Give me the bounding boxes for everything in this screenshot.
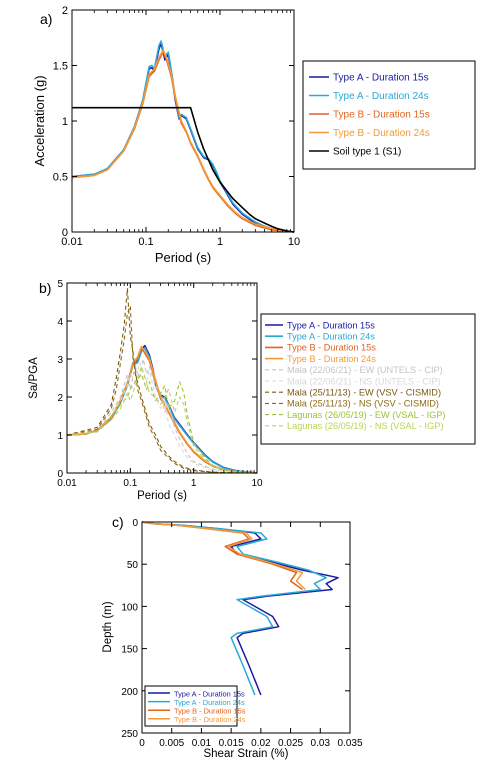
panel-a-x-tick-label: 10 [288,236,300,248]
panel-b-series-line-3 [66,345,258,474]
panel-b-legend-entry: Mala (22/06/21) - NS (UNTELS - CIP) [287,376,441,386]
panel-a-series-line-2 [71,51,295,233]
panel-c-plot-lines [141,521,339,696]
panel-a-legend-box [302,60,476,170]
panel-a-label: a) [40,11,52,27]
panel-c-y-tick-label: 150 [121,645,138,656]
panel-b-legend: Type A - Duration 15s Type A - Duration 2… [260,313,476,445]
panel-c-legend-entry: Type B - Duration 24s [174,715,246,724]
panel-b-legend-entry: Type A - Duration 24s [287,332,375,342]
panel-b-series-line-9 [66,366,258,474]
panel-c-x-tick-label: 0.03 [311,738,331,749]
panel-b-label: b) [39,280,51,296]
panel-c-y-tick-label: 0 [132,518,138,529]
panel-c-legend-entry: Type B - Duration 15s [174,707,246,716]
panel-b-legend-entry: Type B - Duration 24s [287,354,376,364]
panel-b-legend-entry: Lagunas (26/05/19) - NS (VSAL - IGP) [287,421,443,431]
panel-c-x-tick-label: 0.015 [219,738,244,749]
panel-c-y-tick-label: 250 [121,729,138,740]
panel-c-legend-entry: Type A - Duration 24s [174,698,245,707]
panel-a-legend-entry: Type B - Duration 24s [333,128,430,139]
panel-b-plot-frame [66,282,258,474]
panel-a-series-line-1 [71,40,295,233]
panel-b-y-tick-label: 2 [57,393,63,404]
panel-c-label: c) [112,514,124,530]
panel-a-x-tick-label: 0.1 [138,236,153,248]
panel-c-y-axis-title: Depth (m) [102,601,114,652]
panel-c-x-tick-label: 0.02 [251,738,271,749]
panel-c-x-tick-label: 0.005 [159,738,184,749]
panel-b-legend-entry: Type B - Duration 15s [287,343,376,353]
panel-c-series-line-3 [141,521,306,591]
panel-b-series-line-5 [66,362,258,474]
panel-a-legend-entry: Type A - Duration 15s [333,72,429,83]
panel-c-x-tick-label: 0.01 [192,738,212,749]
panel-b-y-tick-label: 5 [57,279,63,290]
panel-b-x-tick-label: 10 [251,478,263,489]
panel-b-y-axis-title: Sa/PGA [28,357,40,399]
panel-c-ticks: 0 0.005 0.01 0.015 0.02 0.025 0.03 0.035 0 50 100 1… [121,518,363,749]
panel-c-x-tick-label: 0.025 [278,738,303,749]
panel-c-y-tick-label: 200 [121,687,138,698]
panel-a-y-tick-label: 1.5 [53,61,68,73]
panel-b-x-tick-label: 1 [191,478,197,489]
panel-a-legend-entry: Type B - Duration 15s [333,109,430,120]
panel-b-y-tick-label: 3 [57,355,63,366]
panel-b-legend-entry: Lagunas (26/05/19) - EW (VSAL - IGP) [287,410,445,420]
panel-a-y-tick-label: 1 [62,116,68,128]
panel-a-plot-frame [71,9,295,233]
panel-a-series-line-3 [71,49,295,233]
panel-a-y-tick-label: 2 [62,5,68,17]
panel-b-y-tick-label: 1 [57,431,63,442]
panel-c-chart: c) 0 0.005 0.01 0.015 0.02 0.025 0.03 0.035 0 50 1… [102,514,363,760]
panel-b-series-line-1 [66,346,258,474]
panel-c-series-line-0 [141,521,339,696]
panel-b-plot-lines [66,288,258,474]
panel-b-x-axis-title: Period (s) [137,490,187,502]
panel-c-legend-entry: Type A - Duration 15s [174,689,245,698]
panel-b-y-tick-label: 4 [57,317,63,328]
panel-a-ticks: 0.01 0.1 1 10 0 0.5 1 1.5 2 [53,5,300,248]
panel-c-x-tick-label: 0 [139,738,145,749]
panel-a-y-tick-label: 0 [62,227,68,239]
panel-a-x-axis-title: Period (s) [155,250,211,265]
panel-a-chart: a) 0.01 0.1 1 10 0 0.5 1 1.5 2 Period (s) Accele… [32,5,476,265]
panel-c-y-tick-label: 50 [127,560,139,571]
panel-a-x-tick-label: 1 [217,236,223,248]
panel-b-legend-box [260,313,476,445]
panel-a-legend: Type A - Duration 15s Type A - Duration 2… [302,60,476,170]
panel-c-x-axis-title: Shear Strain (%) [203,748,288,760]
panel-a-series-line-4 [72,106,295,233]
panel-c-x-tick-label: 0.035 [337,738,362,749]
panel-a-x-tick-label: 0.01 [61,236,82,248]
panel-c-plot-frame [141,521,351,734]
panel-c-series-line-1 [141,521,327,696]
panel-b-ticks: 0.01 0.1 1 10 0 1 2 3 4 5 [57,279,263,489]
panel-a-y-tick-label: 0.5 [53,172,68,184]
panel-b-chart: b) 0.01 0.1 1 10 0 1 2 3 4 5 Period (s) Sa/PGA Ty… [28,279,476,502]
panel-a-series-line-0 [71,42,295,233]
panel-b-x-tick-label: 0.01 [57,478,77,489]
panel-b-series-line-4 [66,358,258,474]
panel-b-series-line-7 [66,305,257,474]
panel-a-y-axis-title: Acceleration (g) [32,75,47,166]
panel-b-series-line-0 [66,344,258,474]
panel-b-legend-entry: Type A - Duration 15s [287,320,375,330]
panel-a-legend-entry: Type A - Duration 24s [333,91,429,102]
panel-c-series-line-2 [141,521,303,591]
panel-b-x-tick-label: 0.1 [123,478,137,489]
panel-b-legend-entry: Mala (25/11/13) - NS (VSV - CISMID) [287,399,439,409]
panel-b-y-tick-label: 0 [57,469,63,480]
panel-c-y-tick-label: 100 [121,602,138,613]
panel-b-legend-entry: Mala (25/11/13) - EW (VSV - CISMID) [287,388,441,398]
panel-a-legend-entry: Soil type 1 (S1) [333,146,401,157]
panel-b-legend-entry: Mala (22/06/21) - EW (UNTELS - CIP) [287,365,443,375]
panel-b-series-line-6 [66,288,257,474]
panel-a-plot-lines [71,40,295,233]
panel-b-series-line-2 [66,346,258,474]
panel-b-series-line-8 [66,373,258,474]
